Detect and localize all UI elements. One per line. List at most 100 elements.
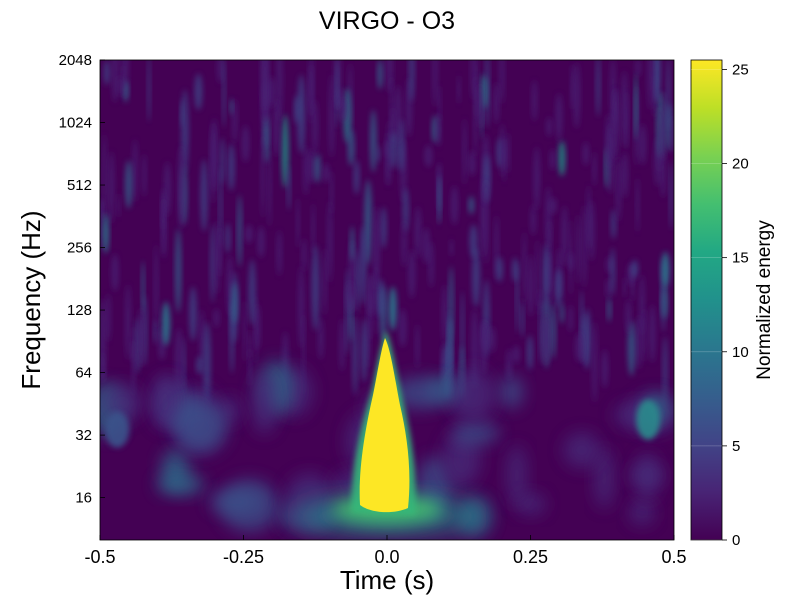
noise-streak: [568, 305, 573, 333]
noise-streak: [408, 60, 415, 103]
y-axis-ticks: 16 32 64 128 256 512 1024 2048: [59, 52, 105, 507]
noise-streak: [558, 140, 566, 177]
noise-streak: [625, 91, 629, 151]
noise-streak: [522, 231, 527, 303]
low-frequency-blob: [149, 375, 180, 430]
noise-streak: [217, 227, 222, 277]
noise-streak: [639, 123, 647, 165]
noise-streak: [477, 84, 483, 128]
noise-streak: [229, 98, 233, 116]
noise-streak: [457, 74, 461, 105]
noise-streak: [432, 60, 438, 108]
noise-streak: [605, 278, 611, 298]
noise-streak: [105, 293, 111, 343]
low-frequency-blob: [251, 370, 278, 435]
noise-streak: [100, 352, 105, 382]
noise-streak: [359, 225, 367, 306]
noise-streak: [273, 98, 280, 157]
noise-streak: [575, 332, 583, 362]
noise-streak: [261, 60, 269, 125]
noise-streak: [347, 129, 355, 166]
low-frequency-blob: [172, 400, 228, 455]
noise-streak: [499, 123, 505, 178]
noise-streak: [352, 315, 358, 396]
noise-streak: [380, 207, 387, 249]
noise-streak: [108, 151, 115, 224]
noise-streak: [335, 60, 339, 128]
noise-streak: [175, 327, 183, 398]
noise-streak: [117, 193, 121, 218]
noise-streak: [627, 320, 636, 376]
x-tick-label: 0.25: [513, 547, 548, 567]
noise-streak: [546, 116, 552, 137]
noise-streak: [398, 308, 407, 348]
noise-streak: [607, 297, 612, 322]
noise-streak: [361, 318, 368, 383]
y-tick-label: 64: [75, 365, 92, 382]
noise-streak: [471, 308, 479, 389]
noise-streak: [181, 89, 189, 173]
colorbar-tick-label: 25: [732, 61, 749, 78]
noise-streak: [648, 304, 656, 363]
noise-streak: [447, 311, 452, 393]
y-tick-label: 32: [75, 427, 92, 444]
low-frequency-blob: [498, 375, 524, 409]
noise-streak: [263, 116, 270, 164]
noise-streak: [612, 88, 620, 160]
x-tick-label: -0.25: [223, 547, 264, 567]
noise-streak: [424, 144, 433, 167]
noise-streak: [355, 250, 360, 313]
noise-streak: [575, 214, 580, 285]
noise-texture: [100, 60, 674, 537]
noise-streak: [121, 64, 125, 93]
noise-streak: [505, 132, 510, 174]
noise-streak: [339, 97, 348, 122]
y-tick-label: 512: [67, 177, 92, 194]
noise-streak: [555, 93, 563, 142]
noise-streak: [472, 247, 481, 308]
noise-streak: [213, 308, 220, 328]
noise-streak: [480, 319, 488, 374]
noise-streak: [573, 62, 581, 129]
noise-streak: [635, 177, 640, 233]
noise-streak: [569, 218, 573, 296]
noise-streak: [550, 303, 556, 359]
noise-streak: [117, 75, 122, 97]
colorbar-label: Normalized energy: [754, 220, 775, 380]
noise-streak: [468, 150, 476, 176]
noise-streak: [654, 60, 658, 104]
noise-streak: [364, 179, 373, 265]
noise-streak: [311, 244, 320, 331]
plot-area: [100, 60, 674, 540]
noise-streak: [666, 60, 671, 130]
noise-streak: [449, 239, 454, 257]
noise-streak: [634, 73, 638, 141]
noise-streak: [102, 133, 107, 218]
noise-streak: [248, 348, 252, 387]
noise-streak: [301, 238, 307, 272]
noise-streak: [468, 196, 475, 215]
noise-streak: [588, 200, 595, 261]
noise-streak: [307, 148, 315, 185]
noise-streak: [196, 356, 203, 375]
noise-streak: [662, 335, 668, 406]
noise-streak: [296, 197, 300, 249]
noise-streak: [473, 75, 478, 158]
noise-streak: [621, 151, 628, 199]
noise-streak: [232, 98, 238, 144]
noise-streak: [483, 179, 489, 265]
noise-streak: [581, 205, 587, 288]
y-axis-label: Frequency (Hz): [16, 210, 46, 389]
colorbar-tick-label: 10: [732, 344, 749, 361]
y-tick-label: 256: [67, 240, 92, 257]
noise-streak: [367, 273, 375, 316]
energy-features: [292, 286, 482, 535]
noise-streak: [303, 144, 309, 196]
noise-streak: [535, 239, 540, 308]
energy-blob: [636, 399, 661, 440]
noise-streak: [515, 262, 519, 334]
energy-blob: [105, 411, 130, 448]
noise-streak: [345, 269, 350, 356]
y-tick-label: 16: [75, 490, 92, 507]
colorbar-ticks: 0 5 10 15 20 25: [691, 61, 749, 549]
